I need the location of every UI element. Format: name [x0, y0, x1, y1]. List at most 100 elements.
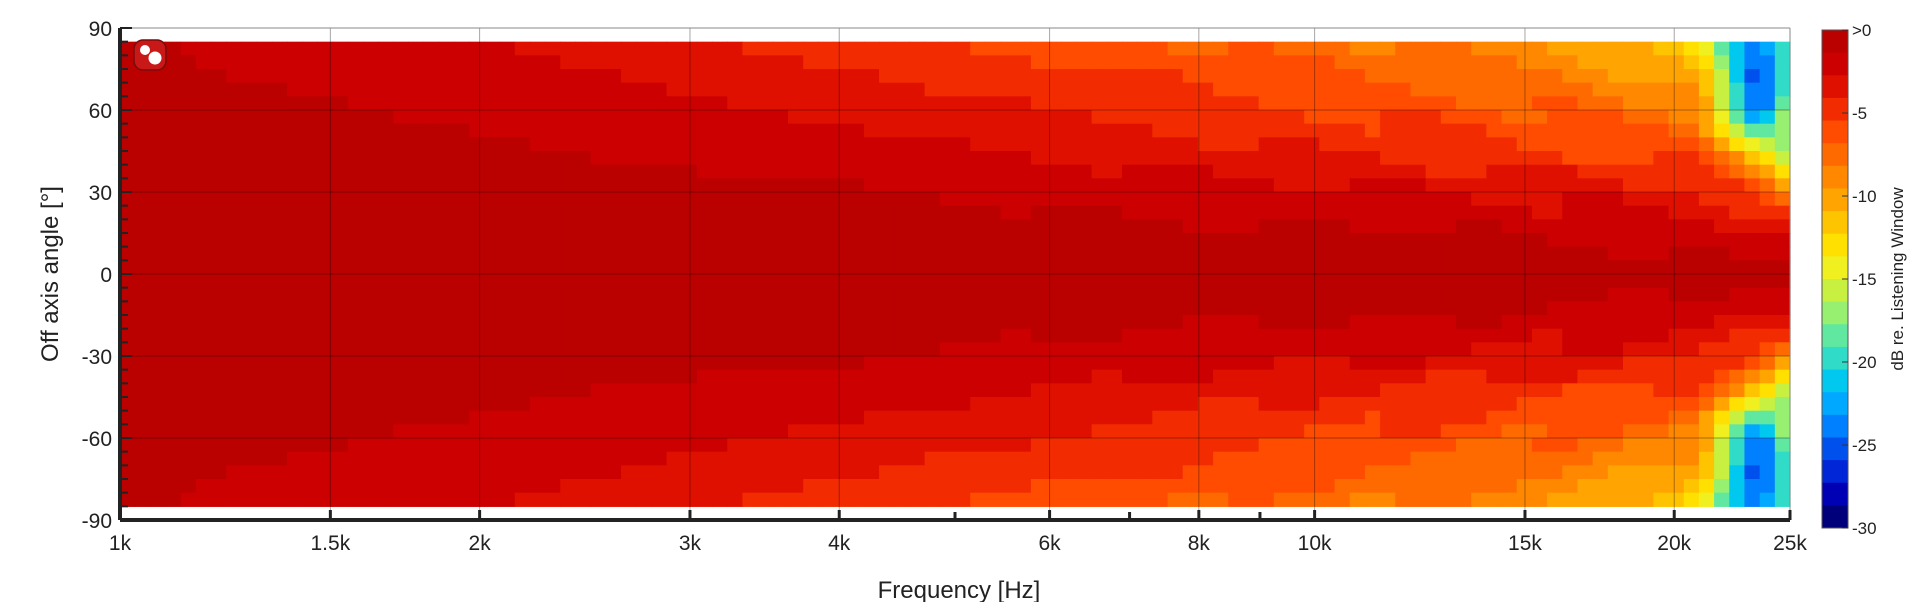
heatmap-cell — [1774, 96, 1791, 111]
heatmap-cell — [241, 301, 258, 316]
heatmap-cell — [1304, 110, 1320, 125]
heatmap-cell — [1486, 205, 1503, 220]
heatmap-cell — [271, 287, 288, 302]
heatmap-cell — [1167, 192, 1184, 207]
heatmap-cell — [499, 205, 516, 220]
heatmap-cell — [514, 246, 531, 261]
heatmap-cell — [1030, 383, 1047, 398]
x-axis-label: Frequency [Hz] — [878, 577, 1041, 602]
heatmap-cell — [1623, 55, 1639, 70]
heatmap-cell — [1638, 369, 1654, 384]
heatmap-cell — [408, 492, 425, 507]
heatmap-cell — [1015, 96, 1032, 111]
heatmap-cell — [180, 110, 197, 125]
heatmap-cell — [1516, 465, 1533, 480]
heatmap-cell — [1410, 233, 1427, 248]
heatmap-cell — [1076, 301, 1093, 316]
heatmap-cell — [514, 356, 531, 371]
heatmap-cell — [1091, 246, 1108, 261]
heatmap-cell — [1061, 328, 1078, 343]
heatmap-cell — [1015, 41, 1032, 56]
heatmap-cell — [1456, 274, 1472, 289]
heatmap-cell — [1030, 123, 1047, 138]
heatmap-cell — [1106, 178, 1123, 193]
heatmap-cell — [1638, 342, 1654, 357]
heatmap-cell — [423, 356, 440, 371]
heatmap-cell — [712, 55, 728, 70]
heatmap-cell — [1106, 82, 1123, 97]
heatmap-cell — [1076, 383, 1093, 398]
heatmap-cell — [1471, 96, 1487, 111]
heatmap-cell — [165, 69, 182, 84]
heatmap-cell — [1638, 151, 1654, 166]
heatmap-cell — [1091, 451, 1108, 466]
heatmap-cell — [605, 397, 622, 412]
heatmap-cell — [1061, 287, 1078, 302]
heatmap-cell — [575, 383, 592, 398]
colorbar-segment — [1822, 324, 1848, 348]
heatmap-cell — [287, 82, 303, 97]
heatmap-cell — [484, 287, 501, 302]
heatmap-cell — [1258, 356, 1275, 371]
heatmap-cell — [226, 479, 243, 494]
heatmap-cell — [317, 219, 334, 234]
colorbar-segment — [1822, 437, 1848, 461]
heatmap-cell — [287, 315, 303, 330]
heatmap-cell — [1531, 424, 1548, 439]
heatmap-cell — [1228, 55, 1245, 70]
heatmap-cell — [1744, 233, 1761, 248]
heatmap-cell — [924, 82, 941, 97]
heatmap-cell — [863, 137, 880, 152]
heatmap-cell — [985, 205, 1002, 220]
heatmap-cell — [1015, 260, 1032, 275]
heatmap-cell — [696, 246, 713, 261]
heatmap-cell — [1015, 137, 1032, 152]
heatmap-cell — [651, 397, 668, 412]
heatmap-cell — [317, 69, 334, 84]
heatmap-cell — [1304, 328, 1320, 343]
heatmap-cell — [226, 151, 243, 166]
heatmap-cell — [1258, 424, 1275, 439]
heatmap-cell — [529, 287, 546, 302]
heatmap-cell — [1364, 369, 1381, 384]
heatmap-cell — [1440, 356, 1457, 371]
heatmap-cell — [1456, 260, 1472, 275]
heatmap-cell — [1273, 55, 1290, 70]
heatmap-cell — [681, 383, 698, 398]
heatmap-cell — [712, 369, 728, 384]
heatmap-cell — [1471, 192, 1487, 207]
heatmap-cell — [560, 82, 577, 97]
heatmap-cell — [393, 287, 410, 302]
heatmap-cell — [195, 438, 212, 453]
heatmap-cell — [939, 164, 956, 179]
heatmap-cell — [1729, 383, 1746, 398]
heatmap-cell — [651, 151, 668, 166]
heatmap-cell — [180, 55, 197, 70]
heatmap-cell — [120, 274, 136, 289]
heatmap-cell — [241, 55, 258, 70]
heatmap-cell — [211, 287, 227, 302]
heatmap-cell — [1425, 82, 1442, 97]
heatmap-cell — [727, 492, 744, 507]
heatmap-cell — [332, 479, 349, 494]
heatmap-cell — [1015, 287, 1032, 302]
heatmap-cell — [1698, 315, 1715, 330]
heatmap-cell — [1744, 356, 1761, 371]
heatmap-cell — [666, 479, 683, 494]
heatmap-cell — [1592, 328, 1609, 343]
heatmap-cell — [742, 274, 759, 289]
heatmap-cell — [1273, 110, 1290, 125]
heatmap-cell — [985, 465, 1002, 480]
heatmap-cell — [1197, 438, 1214, 453]
heatmap-cell — [1258, 82, 1275, 97]
heatmap-cell — [1091, 69, 1108, 84]
heatmap-cell — [1456, 137, 1472, 152]
heatmap-cell — [742, 410, 759, 425]
heatmap-cell — [302, 438, 318, 453]
heatmap-cell — [165, 219, 182, 234]
heatmap-cell — [1471, 274, 1487, 289]
heatmap-cell — [484, 301, 501, 316]
heatmap-cell — [302, 137, 318, 152]
heatmap-cell — [1562, 274, 1579, 289]
heatmap-cell — [1516, 410, 1533, 425]
